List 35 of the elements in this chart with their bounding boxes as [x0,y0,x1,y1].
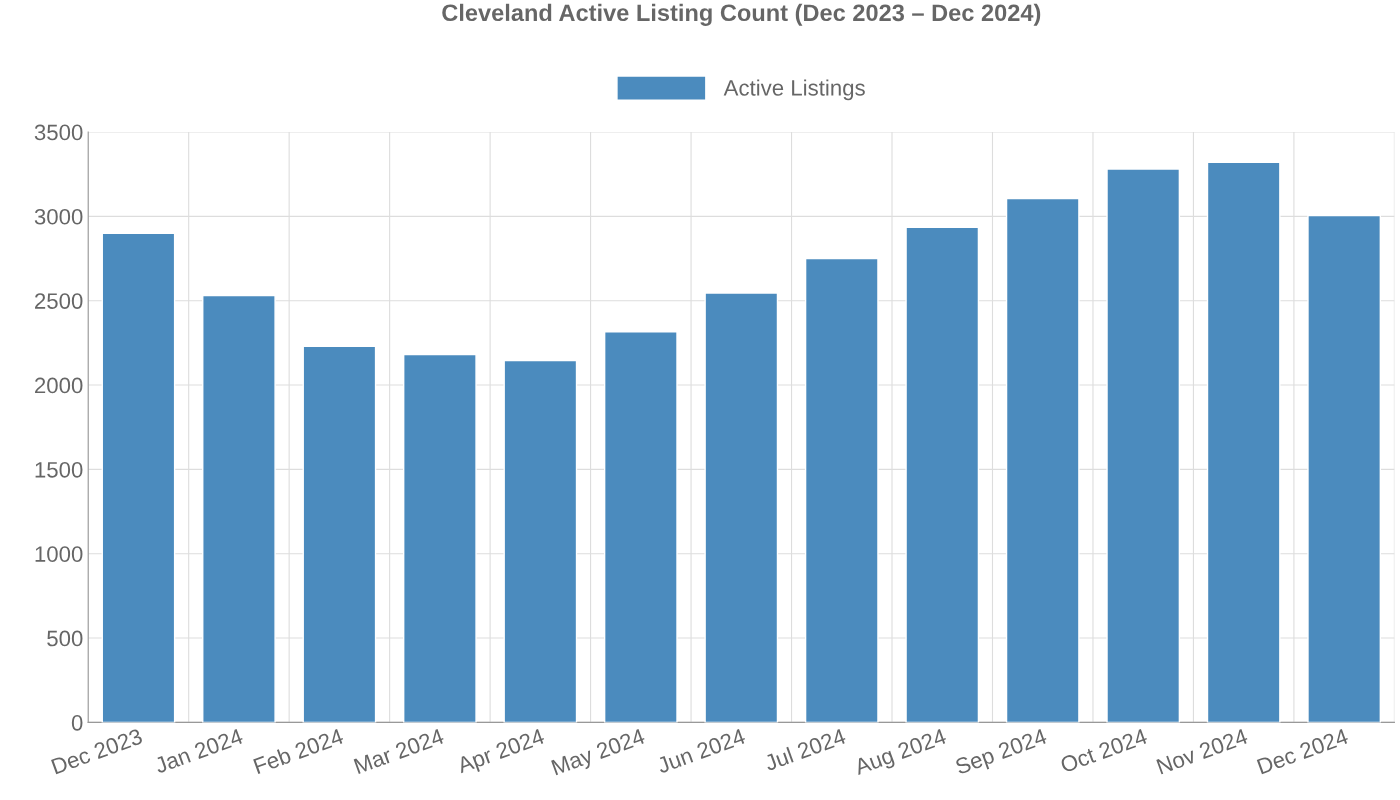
bar [302,345,377,723]
bar [905,226,980,723]
y-tick-label: 1500 [35,461,83,478]
bar [1206,161,1281,723]
legend-label: Active Listings [723,79,865,101]
x-tick-label: Aug 2024 [853,728,949,780]
bar [403,353,477,723]
x-tick-label: Oct 2024 [1059,728,1149,774]
bar [503,359,578,723]
bar [1307,214,1382,723]
bar [804,257,879,723]
x-tick-label: Jul 2024 [763,727,847,772]
x-tick-label: Jan 2024 [153,728,244,774]
bar [101,232,176,723]
bar [1106,168,1181,723]
x-tick-label: Feb 2024 [252,727,345,775]
x-tick-label: Apr 2024 [455,728,547,778]
y-tick-label: 500 [47,630,83,647]
bar [1005,197,1080,723]
x-tick-label: Mar 2024 [353,728,445,775]
x-tick-label: May 2024 [551,728,648,780]
bar [704,292,779,723]
bar [202,294,276,723]
chart-title: Cleveland Active Listing Count (Dec 2023 – Dec 2024) [442,3,1041,26]
x-tick-label: Jun 2024 [655,728,747,774]
x-tick-label: Dec 2024 [1256,728,1350,775]
y-tick-label: 2000 [35,377,83,394]
y-tick-label: 2500 [35,293,83,309]
bar [603,331,678,723]
y-tick-label: 1000 [35,546,83,562]
x-tick-label: Nov 2024 [1156,728,1249,775]
y-tick-label: 0 [71,714,83,731]
y-tick-label: 3000 [34,208,83,225]
y-tick-label: 3500 [34,124,83,141]
x-tick-label: Sep 2024 [954,728,1050,779]
